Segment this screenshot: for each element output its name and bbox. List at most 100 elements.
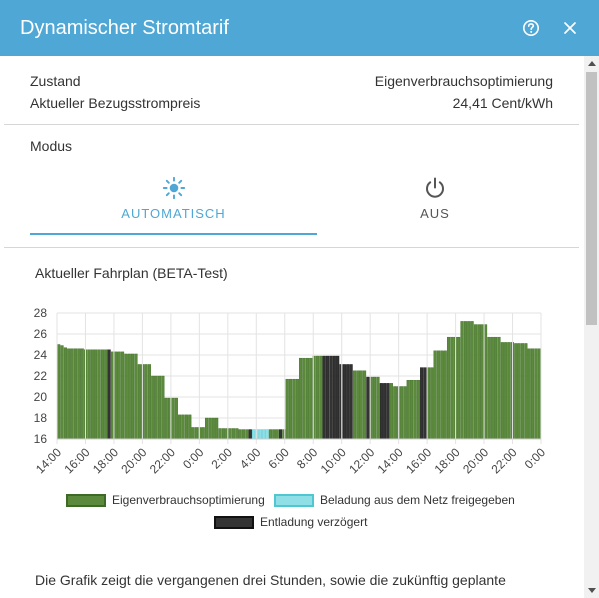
bar-self (171, 397, 175, 440)
bar-self (63, 347, 67, 440)
legend-swatch (66, 493, 106, 507)
x-tick-label: 2:00 (209, 445, 236, 472)
y-tick-label: 18 (34, 411, 48, 425)
x-tick-label: 4:00 (237, 445, 264, 472)
bar-grid (262, 429, 266, 440)
bar-delay (325, 355, 330, 440)
bar-self (524, 343, 528, 440)
bar-self (292, 378, 296, 440)
bar-self (117, 351, 121, 440)
bar-self (100, 349, 104, 440)
bar-delay (383, 383, 387, 440)
bar-self (80, 348, 84, 440)
bar-self (413, 379, 417, 440)
tab-aus-label: AUS (420, 206, 450, 221)
bar-self (154, 375, 158, 440)
help-circle-icon[interactable] (521, 18, 541, 38)
bar-delay (423, 367, 427, 440)
bar-delay (278, 429, 283, 440)
bar-self (114, 351, 118, 440)
bar-self (450, 336, 454, 440)
divider (4, 124, 579, 125)
bar-self (299, 357, 303, 440)
scrollbar[interactable] (584, 56, 599, 598)
x-tick-label: 18:00 (432, 445, 463, 476)
x-tick-label: 14:00 (33, 445, 64, 476)
x-tick-label: 22:00 (147, 445, 178, 476)
bar-self (131, 353, 135, 440)
bar-self (215, 417, 219, 440)
bar-delay (322, 355, 326, 440)
bar-self (480, 324, 484, 440)
bar-delay (107, 349, 111, 440)
bar-self (373, 376, 377, 440)
bar-self (494, 336, 498, 440)
bar-self (87, 349, 91, 440)
bar-self (457, 336, 461, 440)
bar-self (477, 324, 481, 440)
bar-self (389, 383, 394, 440)
bar-self (94, 349, 98, 440)
bar-self (527, 348, 531, 440)
x-tick-label: 12:00 (346, 445, 377, 476)
bar-delay (366, 376, 370, 440)
bar-self (120, 351, 125, 440)
bar-self (60, 345, 64, 440)
bar-self (403, 386, 407, 440)
legend-self-consumption[interactable]: Eigenverbrauchsoptimierung (66, 493, 265, 507)
scroll-down-arrow-icon[interactable] (588, 588, 596, 593)
bar-self (399, 386, 404, 440)
bar-self (507, 342, 511, 440)
bar-self (443, 350, 447, 440)
bar-self (483, 324, 488, 440)
bar-delay (349, 364, 353, 440)
x-tick-label: 0:00 (180, 445, 207, 472)
bar-self (151, 375, 155, 440)
bar-self (295, 378, 299, 440)
bar-self (231, 428, 236, 440)
bar-self (157, 375, 162, 440)
price-value: 24,41 Cent/kWh (452, 95, 553, 111)
bar-self (406, 379, 410, 440)
bar-self (164, 397, 168, 440)
legend-discharge-delayed[interactable]: Entladung verzögert (214, 515, 367, 529)
legend-grid-charging[interactable]: Beladung aus dem Netz freigegeben (274, 493, 515, 507)
bar-self (147, 364, 152, 440)
bar-self (315, 355, 320, 440)
bar-self (127, 353, 131, 440)
y-tick-label: 16 (34, 432, 48, 446)
bar-self (393, 386, 397, 440)
bar-self (504, 342, 508, 440)
bar-self (184, 414, 188, 440)
bar-self (514, 343, 518, 440)
bar-self (517, 343, 521, 440)
dialog-content: Zustand Eigenverbrauchsoptimierung Aktue… (0, 56, 584, 598)
dialog-title: Dynamischer Stromtarif (20, 16, 229, 39)
bar-self (302, 357, 306, 440)
bar-self (309, 357, 313, 440)
bar-self (178, 414, 182, 440)
bar-self (446, 336, 451, 440)
plan-description: Die Grafik zeigt die vergangenen drei St… (35, 572, 506, 588)
scroll-up-arrow-icon[interactable] (588, 61, 596, 66)
close-icon[interactable] (560, 18, 580, 38)
bar-self (416, 379, 420, 440)
scrollbar-thumb[interactable] (586, 72, 597, 325)
bar-delay (336, 355, 340, 440)
tab-aus[interactable]: AUS (290, 176, 580, 234)
bar-self (275, 429, 279, 440)
bar-delay (420, 367, 424, 440)
tab-automatisch[interactable]: AUTOMATISCH (30, 176, 317, 234)
bar-self (124, 353, 128, 440)
bar-self (204, 417, 209, 440)
bar-self (77, 348, 81, 440)
divider (4, 247, 579, 248)
sun-icon (162, 176, 185, 200)
bar-self (134, 353, 138, 440)
x-tick-label: 0:00 (522, 445, 549, 472)
bar-delay (248, 429, 252, 440)
legend-label: Eigenverbrauchsoptimierung (112, 493, 265, 507)
bar-self (487, 336, 491, 440)
tab-automatisch-label: AUTOMATISCH (121, 206, 226, 221)
bar-self (305, 357, 309, 440)
